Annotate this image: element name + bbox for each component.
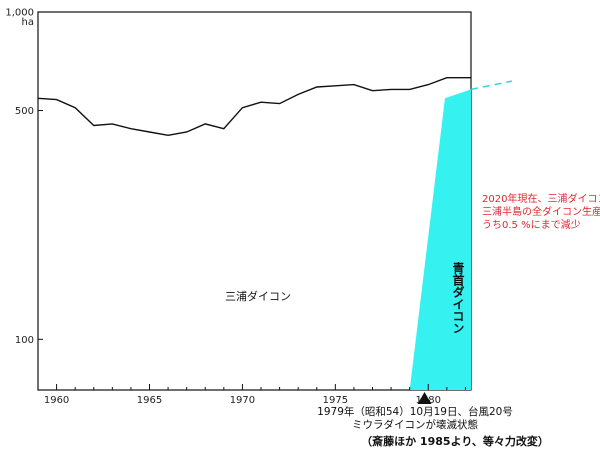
source-citation: （斎藤ほか 1985より、等々力改変）: [361, 434, 549, 448]
x-tick-label-2: 1970: [230, 395, 255, 406]
x-tick-label-0: 1960: [44, 395, 69, 406]
y-axis-unit-label: ha: [22, 17, 34, 28]
y-tick-label-1: 500: [15, 106, 34, 117]
y-tick-label-2: 100: [15, 335, 34, 346]
note-line-3: うち0.5 %にまで減少: [482, 218, 581, 231]
projection-dashed-line: [470, 80, 513, 91]
event-triangle-marker: [417, 392, 432, 404]
event-line-1: 1979年（昭和54）10月19日、台風20号: [317, 405, 513, 418]
aoi-kubi-daikon-label: 青首ダイコン: [451, 261, 465, 334]
miura-daikon-line: [37, 76, 471, 137]
tick-group: 1,00050010019601965197019751980: [5, 8, 466, 406]
y-tick-label-0: 1,000: [5, 8, 34, 19]
x-tick-label-1: 1965: [137, 395, 162, 406]
aoi-kubi-daikon-area: [409, 89, 471, 390]
miura-daikon-label: 三浦ダイコン: [225, 289, 291, 303]
event-line-2: ミウラダイコンが壊滅状態: [352, 418, 478, 431]
x-tick-label-3: 1975: [323, 395, 348, 406]
annotation-note-2020: 2020年現在、三浦ダイコンは 三浦半島の全ダイコン生産の うち0.5 %にまで…: [482, 192, 600, 231]
axes-group: [37, 11, 472, 391]
plot-frame: [37, 11, 472, 391]
event-note-1979: 1979年（昭和54）10月19日、台風20号 ミウラダイコンが壊滅状態: [317, 405, 513, 431]
note-line-2: 三浦半島の全ダイコン生産の: [482, 205, 600, 218]
note-line-1: 2020年現在、三浦ダイコンは: [482, 192, 600, 205]
